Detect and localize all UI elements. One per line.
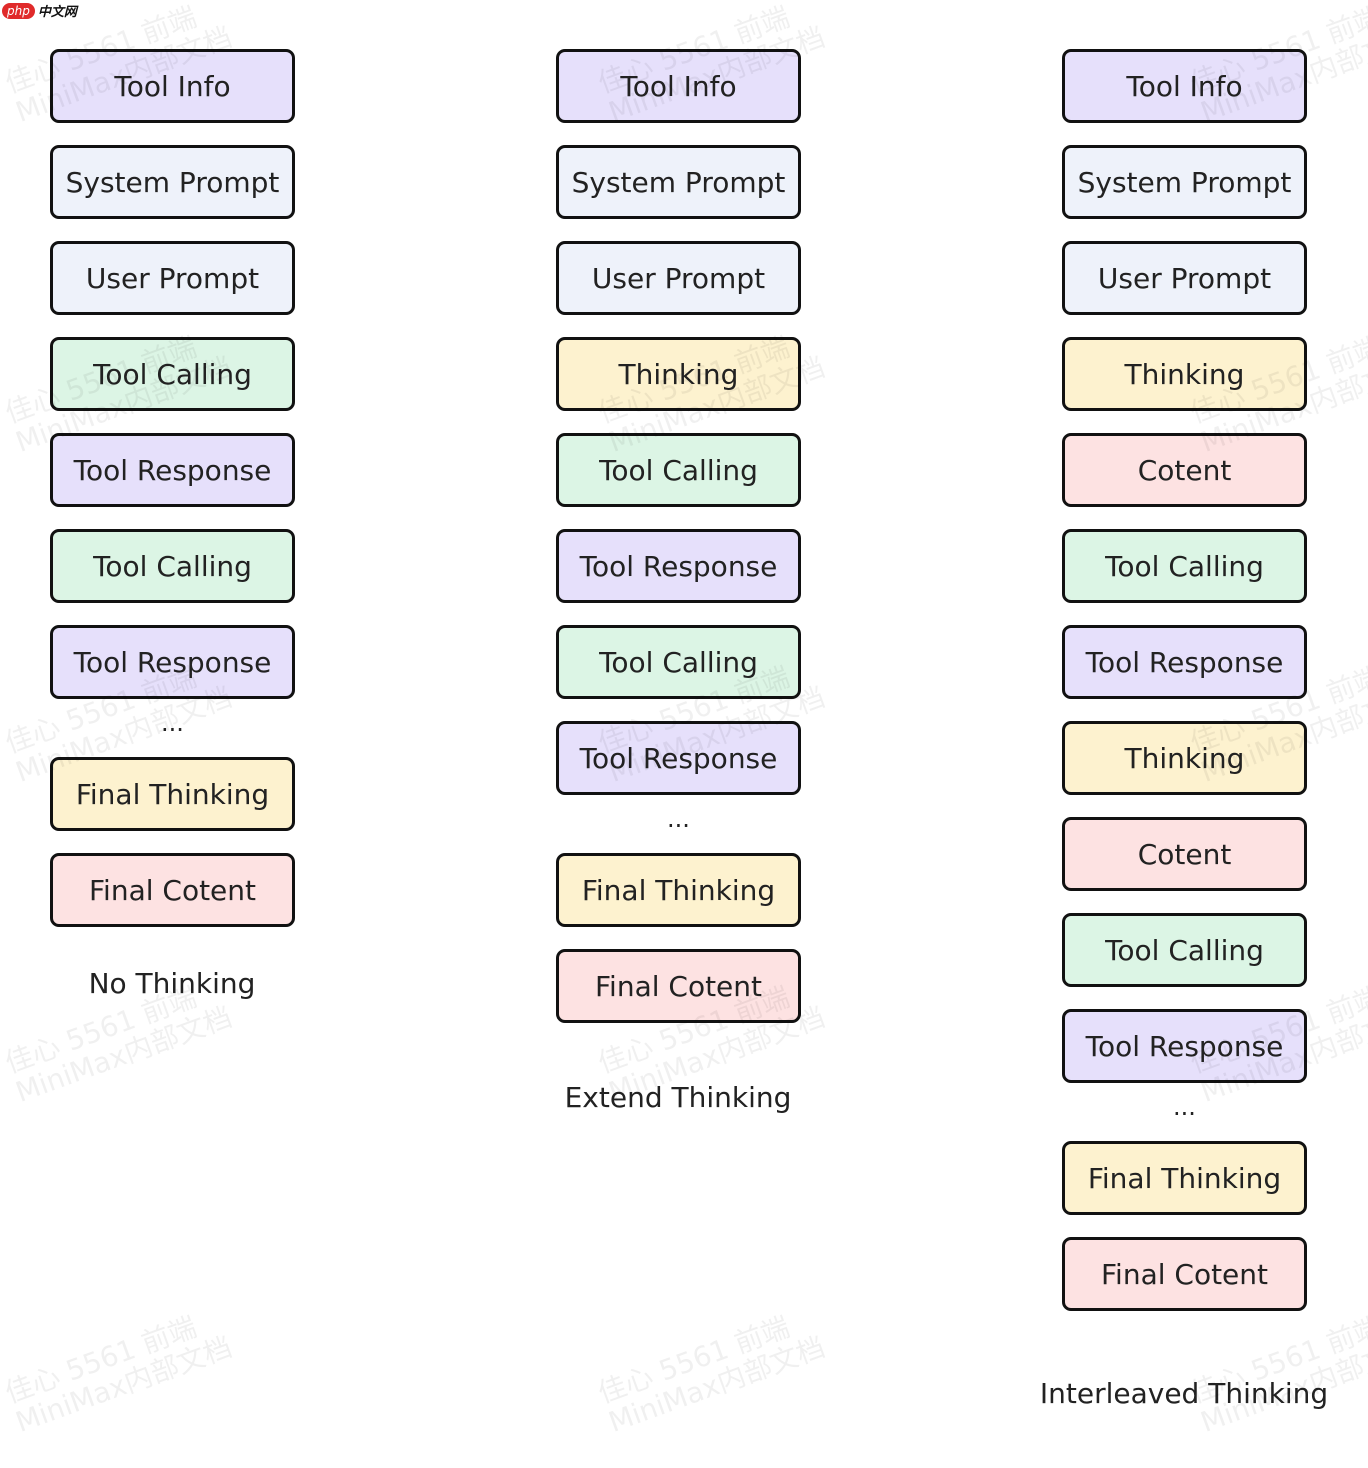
block-tool-calling: Tool Calling <box>556 625 801 699</box>
block-tool-info: Tool Info <box>556 49 801 123</box>
logo-php: php <box>2 2 35 19</box>
watermark: 佳心 5561 前端 MiniMax内部文档 <box>593 1310 830 1439</box>
block-content: Final Cotent <box>50 853 295 927</box>
block-prompt: User Prompt <box>50 241 295 315</box>
block-content: Final Cotent <box>1062 1237 1307 1311</box>
block-tool-calling: Tool Calling <box>1062 913 1307 987</box>
block-prompt: User Prompt <box>556 241 801 315</box>
block-tool-calling: Tool Calling <box>50 529 295 603</box>
ellipsis: ... <box>667 805 690 833</box>
block-tool-calling: Tool Calling <box>1062 529 1307 603</box>
block-tool-response: Tool Response <box>50 433 295 507</box>
block-thinking: Final Thinking <box>50 757 295 831</box>
block-tool-response: Tool Response <box>556 721 801 795</box>
block-thinking: Thinking <box>1062 337 1307 411</box>
block-tool-response: Tool Response <box>50 625 295 699</box>
block-tool-response: Tool Response <box>1062 625 1307 699</box>
site-logo: php 中文网 <box>2 1 77 20</box>
block-tool-calling: Tool Calling <box>556 433 801 507</box>
column-title: Extend Thinking <box>564 1081 792 1114</box>
watermark: 佳心 5561 前端 MiniMax内部文档 <box>0 1310 237 1439</box>
block-thinking: Thinking <box>556 337 801 411</box>
ellipsis: ... <box>1173 1093 1196 1121</box>
block-prompt: System Prompt <box>50 145 295 219</box>
block-content: Cotent <box>1062 817 1307 891</box>
block-thinking: Thinking <box>1062 721 1307 795</box>
ellipsis: ... <box>161 709 184 737</box>
watermark: 佳心 5561 前端 MiniMax内部文档 <box>1185 1310 1368 1439</box>
block-content: Final Cotent <box>556 949 801 1023</box>
block-content: Cotent <box>1062 433 1307 507</box>
block-tool-response: Tool Response <box>1062 1009 1307 1083</box>
column-title: No Thinking <box>88 967 256 1000</box>
block-tool-calling: Tool Calling <box>50 337 295 411</box>
block-thinking: Final Thinking <box>1062 1141 1307 1215</box>
block-prompt: System Prompt <box>1062 145 1307 219</box>
block-tool-response: Tool Response <box>556 529 801 603</box>
block-prompt: User Prompt <box>1062 241 1307 315</box>
block-tool-info: Tool Info <box>1062 49 1307 123</box>
column-title: Interleaved Thinking <box>1039 1377 1329 1410</box>
logo-cn: 中文网 <box>37 5 77 20</box>
block-thinking: Final Thinking <box>556 853 801 927</box>
block-prompt: System Prompt <box>556 145 801 219</box>
block-tool-info: Tool Info <box>50 49 295 123</box>
